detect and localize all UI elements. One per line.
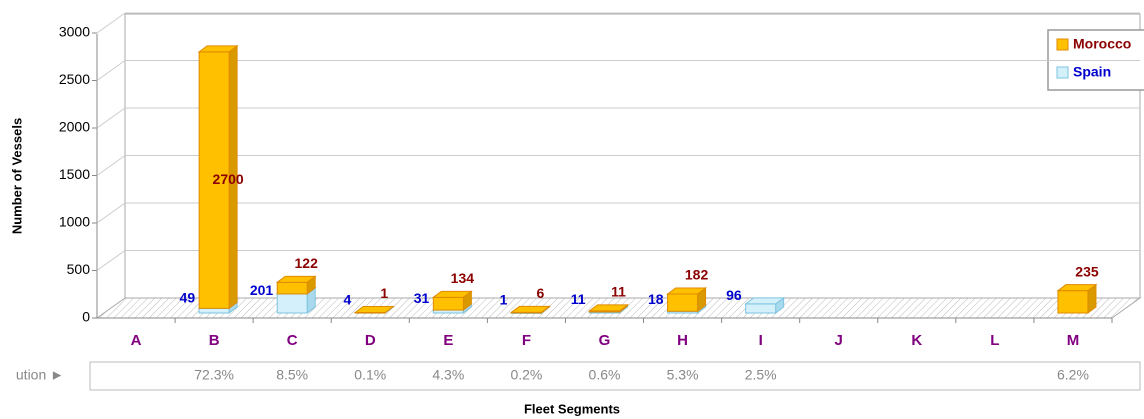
distribution-value: 5.3% <box>667 367 699 383</box>
x-tick-label: E <box>443 332 453 349</box>
distribution-value: 4.3% <box>432 367 464 383</box>
y-tick-label: 2000 <box>59 119 90 135</box>
grid-line <box>96 155 126 176</box>
bar-top <box>666 287 708 295</box>
grid-line <box>96 107 126 129</box>
distribution-label: ution ► <box>16 367 64 383</box>
distribution-value: 2.5% <box>745 367 777 383</box>
bar-top <box>1056 284 1098 292</box>
bar-top <box>275 275 317 283</box>
grid-line <box>96 202 126 224</box>
bar <box>1057 290 1089 314</box>
grid-line <box>96 250 126 271</box>
bar <box>198 307 230 314</box>
x-tick-label: B <box>209 332 220 349</box>
x-tick-label: F <box>522 332 531 349</box>
x-tick-label: G <box>599 332 611 349</box>
distribution-value: 0.2% <box>510 367 542 383</box>
data-label: 182 <box>685 267 709 283</box>
bar-top <box>744 297 786 305</box>
data-label: 201 <box>250 282 274 298</box>
y-tick-label: 3000 <box>59 24 90 40</box>
distribution-value: 0.1% <box>354 367 386 383</box>
legend-swatch <box>1056 38 1069 51</box>
legend-label: Spain <box>1073 64 1111 80</box>
data-label: 2700 <box>213 171 244 187</box>
x-tick-label: J <box>835 332 843 349</box>
y-tick-label: 1000 <box>59 214 90 230</box>
data-label: 1 <box>500 292 508 308</box>
distribution-value: 8.5% <box>276 367 308 383</box>
y-axis-title: Number of Vessels <box>9 118 24 234</box>
bar-top <box>588 304 629 312</box>
x-axis-title: Fleet Segments <box>524 401 620 416</box>
grid-line <box>96 60 126 81</box>
y-tick-label: 0 <box>82 309 90 325</box>
data-label: 18 <box>648 291 664 307</box>
data-label: 6 <box>537 285 545 301</box>
distribution-value: 72.3% <box>194 367 234 383</box>
x-tick-label: A <box>131 332 142 349</box>
bar <box>667 293 699 312</box>
data-label: 31 <box>414 290 430 306</box>
distribution-box <box>89 361 1141 391</box>
bar <box>432 296 464 311</box>
data-label: 11 <box>571 291 586 307</box>
grid-line <box>96 12 126 34</box>
y-tick-label: 500 <box>67 261 91 277</box>
data-label: 11 <box>611 284 626 300</box>
data-label: 122 <box>295 255 319 271</box>
x-tick-label: H <box>677 332 688 349</box>
legend-label: Morocco <box>1073 36 1131 52</box>
bar <box>276 293 308 314</box>
x-tick-label: C <box>287 332 298 349</box>
distribution-value: 0.6% <box>589 367 621 383</box>
x-tick-label: I <box>759 332 763 349</box>
bar <box>198 51 230 309</box>
x-tick-label: K <box>911 332 922 349</box>
bar <box>745 303 777 314</box>
bar-top <box>509 305 551 313</box>
y-tick-label: 1500 <box>59 166 90 182</box>
data-label: 134 <box>451 270 475 286</box>
bar <box>276 281 308 295</box>
data-label: 1 <box>380 285 388 301</box>
x-tick-label: L <box>990 332 999 349</box>
x-tick-label: D <box>365 332 376 349</box>
bar-top <box>431 290 473 298</box>
data-label: 235 <box>1075 263 1099 279</box>
distribution-value: 6.2% <box>1057 367 1089 383</box>
x-tick-label: M <box>1067 332 1080 349</box>
y-tick-label: 2500 <box>59 71 90 87</box>
data-label: 4 <box>343 292 351 308</box>
bar-top <box>353 306 395 314</box>
data-label: 96 <box>726 287 742 303</box>
data-label: 49 <box>180 289 196 305</box>
bar-top <box>197 45 239 53</box>
legend-swatch <box>1056 66 1069 79</box>
